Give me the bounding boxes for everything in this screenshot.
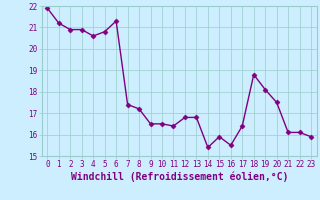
X-axis label: Windchill (Refroidissement éolien,°C): Windchill (Refroidissement éolien,°C): [70, 172, 288, 182]
